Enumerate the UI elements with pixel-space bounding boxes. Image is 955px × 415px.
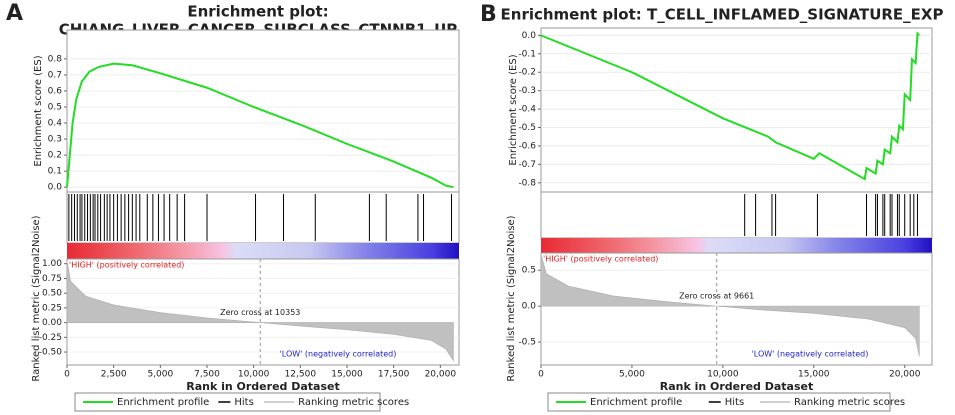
- metric-tick-label: -0.50: [39, 348, 63, 358]
- color-bar: [541, 238, 932, 253]
- x-tick-label: 2,500: [101, 370, 127, 380]
- x-tick-label: 5,000: [147, 370, 173, 380]
- y-tick-label: 0.5: [48, 102, 62, 112]
- y-tick-label: 0.2: [48, 151, 62, 161]
- legend-label: Ranking metric scores: [794, 397, 905, 408]
- chart-title: Enrichment plot:: [187, 3, 328, 21]
- x-axis-label: Rank in Ordered Dataset: [660, 380, 814, 393]
- legend-label: Ranking metric scores: [298, 397, 409, 408]
- y-tick-label: 0.0: [522, 31, 537, 41]
- y-tick-label: 0.8: [48, 54, 63, 64]
- high-label: 'HIGH' (positively correlated): [543, 255, 658, 264]
- x-tick-label: 20,000: [425, 370, 457, 380]
- y-tick-label: -0.6: [518, 141, 536, 151]
- y-tick-label: 0.6: [48, 86, 63, 96]
- metric-tick-label: 0.25: [42, 303, 62, 313]
- panel: B Enrichment plot: T_CELL_INFLAMED_SIGNAT…: [480, 2, 944, 412]
- panel-label: B: [480, 2, 497, 27]
- metric-tick-label: 0.5: [522, 266, 536, 276]
- x-tick-label: 0: [64, 370, 70, 380]
- y-tick-label: -0.7: [518, 160, 536, 170]
- legend-label: Hits: [234, 397, 253, 408]
- metric-tick-label: -0.25: [39, 333, 62, 343]
- y-tick-label: 0.0: [48, 183, 63, 193]
- y-tick-label: 0.1: [48, 167, 62, 177]
- low-label: 'LOW' (negatively correlated): [280, 350, 397, 359]
- x-tick-label: 12,500: [285, 370, 317, 380]
- hits-band: [540, 191, 933, 239]
- legend-label: Hits: [725, 397, 744, 408]
- panel-label: A: [6, 1, 23, 26]
- metric-tick-label: 0.75: [42, 274, 62, 284]
- x-tick-label: 15,000: [798, 370, 830, 380]
- legend-label: Enrichment profile: [117, 397, 209, 408]
- x-tick-label: 15,000: [331, 370, 363, 380]
- y-tick-label: 0.7: [48, 70, 62, 80]
- x-tick-label: 0: [538, 370, 544, 380]
- zero-cross-label: Zero cross at 10353: [220, 308, 300, 317]
- y-tick-label: -0.8: [518, 178, 536, 188]
- x-tick-label: 20,000: [889, 370, 921, 380]
- y-axis-label: Enrichment score (ES): [33, 55, 44, 166]
- ranking-area: [540, 254, 920, 357]
- y-tick-label: -0.4: [518, 105, 536, 115]
- x-tick-label: 5,000: [619, 370, 645, 380]
- metric-tick-label: 0.00: [42, 318, 62, 328]
- y-tick-label: -0.2: [518, 68, 536, 78]
- legend-label: Enrichment profile: [590, 397, 682, 408]
- x-axis-label: Rank in Ordered Dataset: [186, 380, 340, 393]
- metric-tick-label: 0.0: [522, 302, 537, 312]
- color-bar: [67, 243, 459, 259]
- y-tick-label: -0.1: [518, 49, 536, 59]
- metric-tick-label: 0.50: [42, 289, 62, 299]
- metric-axis-label: Ranked list metric (Signal2Noise): [31, 215, 42, 381]
- high-label: 'HIGH' (positively correlated): [69, 261, 184, 270]
- x-tick-label: 7,500: [194, 370, 220, 380]
- enrichment-line: [66, 62, 454, 189]
- x-tick-label: 10,000: [707, 370, 739, 380]
- hits-band: [66, 191, 460, 244]
- y-axis-label: Enrichment score (ES): [508, 54, 519, 165]
- low-label: 'LOW' (negatively correlated): [752, 350, 869, 359]
- es-plot-area: [540, 27, 933, 193]
- x-tick-label: 17,500: [378, 370, 410, 380]
- ranking-area: [66, 260, 454, 362]
- y-tick-label: -0.3: [518, 86, 536, 96]
- metric-axis-label: Ranked list metric (Signal2Noise): [506, 215, 517, 381]
- metric-tick-label: 1.00: [42, 259, 62, 269]
- x-tick-label: 10,000: [238, 370, 270, 380]
- y-tick-label: -0.5: [518, 123, 536, 133]
- zero-cross-label: Zero cross at 9661: [679, 292, 754, 301]
- chart-title: Enrichment plot: T_CELL_INFLAMED_SIGNATU…: [501, 6, 944, 24]
- metric-tick-label: -0.5: [518, 338, 536, 348]
- enrichment-line: [540, 31, 920, 181]
- y-tick-label: 0.4: [48, 119, 63, 129]
- y-tick-label: 0.3: [48, 135, 62, 145]
